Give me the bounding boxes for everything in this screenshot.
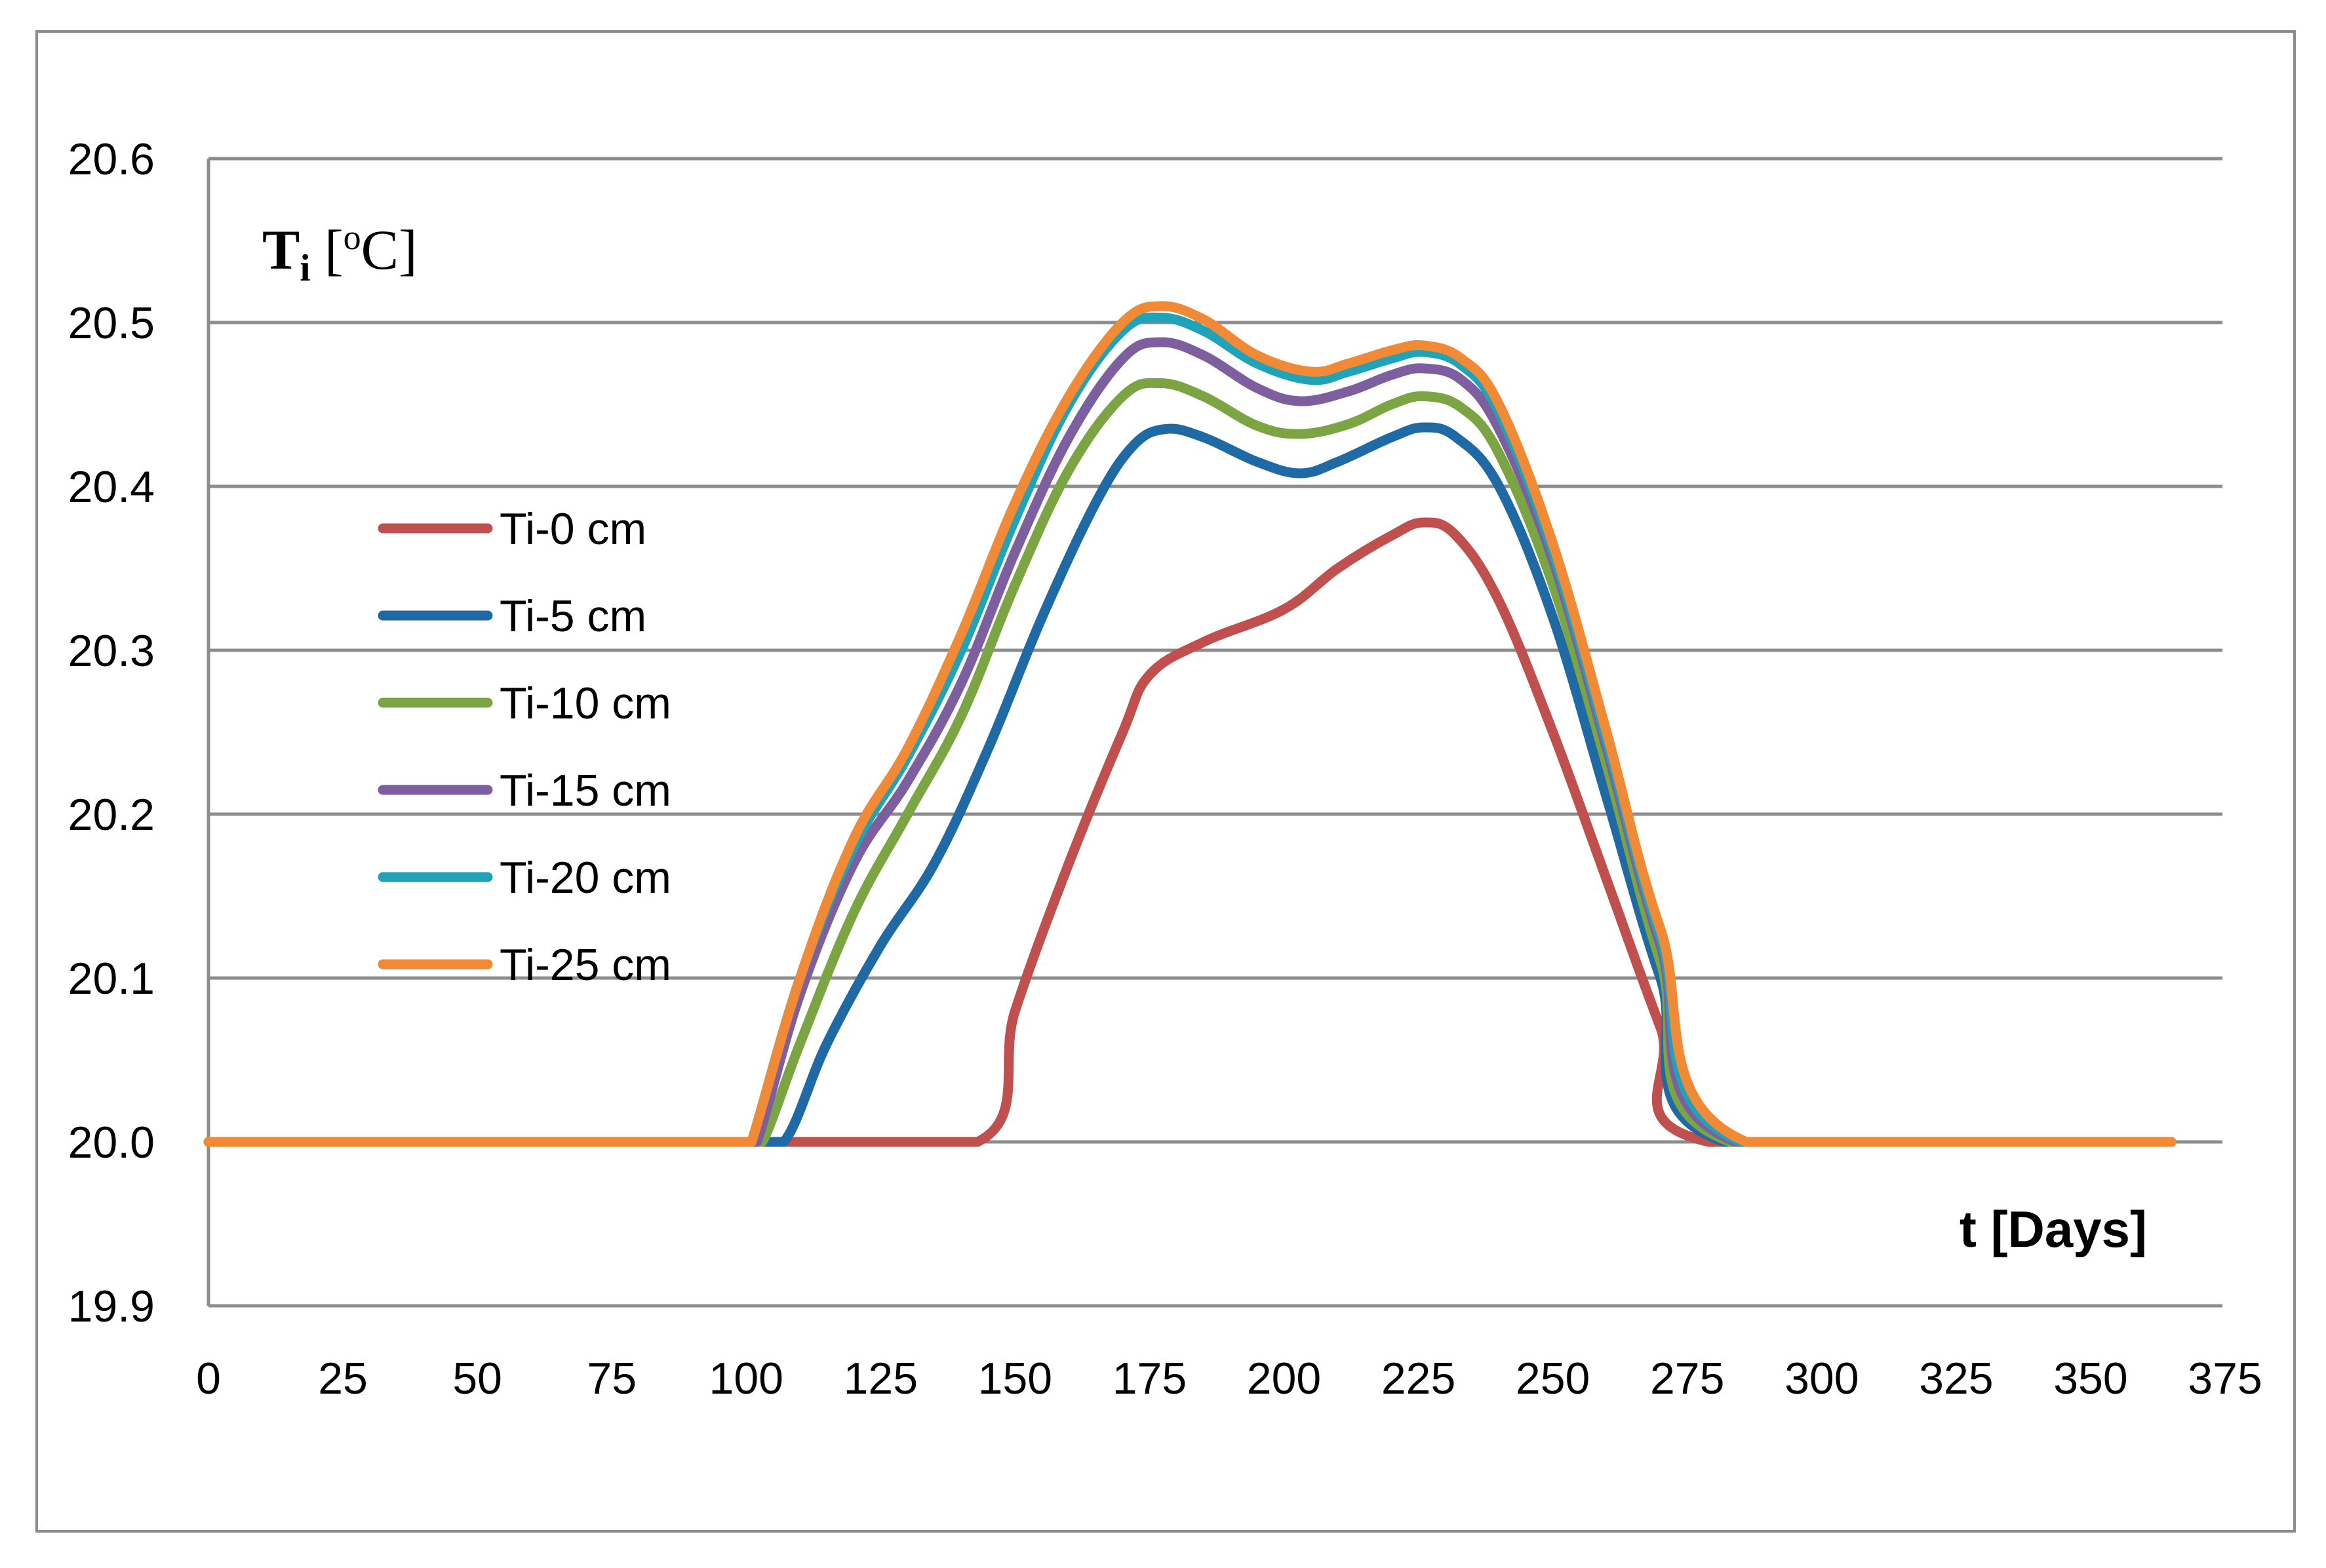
series-line-ti-0-cm [203,517,2177,1147]
x-tick-label: 175 [1113,1354,1187,1403]
x-tick-label: 125 [844,1354,918,1403]
y-axis-label: Ti [oC] [262,218,418,289]
x-tick-label: 300 [1784,1354,1859,1403]
x-tick-label: 325 [1919,1354,1993,1403]
axes [207,159,2222,1308]
x-tick-label: 0 [196,1354,221,1403]
legend-label: Ti-20 cm [500,853,671,903]
y-tick-label: 20.3 [68,626,155,676]
x-tick-label: 200 [1247,1354,1321,1403]
chart-frame [35,30,2296,1533]
x-tick-label: 225 [1381,1354,1455,1403]
legend-label: Ti-15 cm [500,766,671,815]
x-tick-label: 275 [1650,1354,1724,1403]
y-tick-label: 19.9 [68,1282,155,1331]
legend-label: Ti-0 cm [500,504,646,554]
x-tick-label: 75 [587,1354,637,1403]
x-tick-label: 150 [978,1354,1052,1403]
legend-label: Ti-5 cm [500,591,646,641]
series-line-ti-20-cm [203,312,2177,1147]
x-tick-label: 25 [318,1354,368,1403]
series-line-ti-25-cm [203,301,2177,1147]
legend-label: Ti-10 cm [500,678,671,728]
y-tick-label: 20.2 [68,790,155,840]
y-tick-label: 20.5 [68,298,155,348]
y-tick-label: 20.1 [68,954,155,1004]
x-tick-label: 350 [2053,1354,2127,1403]
legend-label: Ti-25 cm [500,940,671,990]
y-tick-label: 20.6 [68,134,155,184]
x-tick-label: 100 [709,1354,783,1403]
series-line-ti-15-cm [203,337,2177,1147]
y-tick-labels: 19.9 20.0 20.1 20.2 20.3 20.4 20.5 20.6 [68,134,155,1331]
series-line-ti-10-cm [203,378,2177,1147]
x-tick-label: 375 [2188,1354,2262,1403]
x-axis-label: t [Days] [1960,1200,2147,1258]
x-tick-labels: 0 25 50 75 100 125 150 175 200 225 250 275 300 325 350… [196,1354,2262,1403]
gridlines [208,157,2222,1144]
y-tick-label: 20.0 [68,1118,155,1167]
y-tick-label: 20.4 [68,462,155,512]
x-tick-label: 250 [1516,1354,1590,1403]
series-lines [203,301,2177,1147]
series-line-ti-5-cm [203,422,2177,1147]
x-tick-label: 50 [452,1354,502,1403]
legend: Ti-0 cm Ti-5 cm Ti-10 cm Ti-15 cm Ti-20 cm Ti… [378,504,671,990]
